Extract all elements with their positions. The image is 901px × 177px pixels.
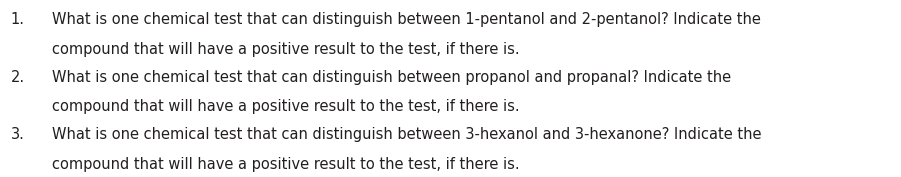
Text: 2.: 2. — [11, 70, 25, 85]
Text: What is one chemical test that can distinguish between propanol and propanal? In: What is one chemical test that can disti… — [52, 70, 732, 85]
Text: compound that will have a positive result to the test, if there is.: compound that will have a positive resul… — [52, 99, 520, 114]
Text: What is one chemical test that can distinguish between 3-hexanol and 3-hexanone?: What is one chemical test that can disti… — [52, 127, 761, 142]
Text: 3.: 3. — [11, 127, 24, 142]
Text: compound that will have a positive result to the test, if there is.: compound that will have a positive resul… — [52, 157, 520, 172]
Text: What is one chemical test that can distinguish between 1-pentanol and 2-pentanol: What is one chemical test that can disti… — [52, 12, 761, 27]
Text: 1.: 1. — [11, 12, 25, 27]
Text: compound that will have a positive result to the test, if there is.: compound that will have a positive resul… — [52, 42, 520, 57]
